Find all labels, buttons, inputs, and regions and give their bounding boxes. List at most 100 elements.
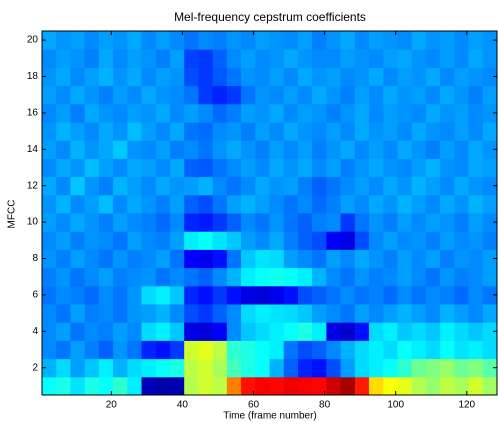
- cell: [312, 140, 327, 159]
- cell: [354, 322, 370, 341]
- cell: [212, 358, 228, 378]
- cell: [312, 194, 327, 214]
- cell: [425, 140, 441, 159]
- cell: [425, 49, 441, 68]
- cell: [354, 176, 370, 196]
- cell: [312, 285, 327, 305]
- cell: [56, 140, 71, 159]
- cell: [155, 49, 171, 68]
- cell: [354, 376, 370, 396]
- cell: [454, 140, 470, 159]
- cell: [198, 158, 214, 178]
- cell: [84, 267, 100, 287]
- cell: [241, 376, 256, 396]
- cell: [184, 85, 199, 105]
- cell: [425, 67, 441, 87]
- cell: [241, 85, 256, 105]
- cell: [297, 285, 313, 305]
- cell: [411, 249, 427, 269]
- cell: [56, 304, 71, 323]
- cell: [297, 267, 313, 287]
- cell: [468, 122, 484, 141]
- cell: [354, 140, 370, 159]
- cell: [226, 358, 242, 378]
- cell: [269, 67, 285, 87]
- cell: [98, 49, 114, 68]
- cell: [155, 31, 171, 50]
- cell: [425, 340, 441, 360]
- cell: [127, 140, 143, 159]
- cell: [84, 49, 100, 68]
- cell: [312, 213, 327, 232]
- cell: [369, 122, 384, 141]
- cell: [397, 213, 413, 232]
- cell: [283, 213, 299, 232]
- y-tick-label: 4: [32, 326, 38, 337]
- cell: [283, 231, 299, 250]
- cell: [84, 285, 100, 305]
- cell: [369, 194, 384, 214]
- cell: [141, 231, 157, 250]
- cell: [468, 31, 484, 50]
- cell: [482, 31, 498, 50]
- cell: [70, 103, 86, 123]
- cell: [141, 176, 157, 196]
- cell: [169, 213, 185, 232]
- cell: [269, 267, 285, 287]
- cell: [84, 176, 100, 196]
- cell: [84, 213, 100, 232]
- cell: [425, 285, 441, 305]
- cell: [226, 122, 242, 141]
- cell: [354, 231, 370, 250]
- cell: [155, 122, 171, 141]
- cell: [113, 194, 128, 214]
- cell: [255, 285, 270, 305]
- cell: [113, 322, 128, 341]
- cell: [269, 31, 285, 50]
- cell: [198, 340, 214, 360]
- cell: [127, 176, 143, 196]
- cell: [454, 213, 470, 232]
- cell: [155, 249, 171, 269]
- cell: [269, 231, 285, 250]
- cell: [141, 122, 157, 141]
- cell: [397, 231, 413, 250]
- cell: [354, 213, 370, 232]
- cell: [482, 49, 498, 68]
- cell: [212, 376, 228, 396]
- cell: [326, 267, 342, 287]
- cell: [354, 194, 370, 214]
- cell: [184, 194, 199, 214]
- cell: [255, 358, 270, 378]
- cell: [70, 67, 86, 87]
- cell: [297, 67, 313, 87]
- cell: [340, 176, 356, 196]
- cell: [98, 103, 114, 123]
- cell: [155, 322, 171, 341]
- cell: [255, 376, 270, 396]
- y-tick-label: 8: [32, 253, 38, 264]
- cell: [283, 122, 299, 141]
- cell: [241, 358, 256, 378]
- cell: [297, 376, 313, 396]
- cell: [369, 231, 384, 250]
- cell: [198, 103, 214, 123]
- cell: [354, 340, 370, 360]
- cell: [440, 194, 455, 214]
- cell: [241, 231, 256, 250]
- cell: [226, 158, 242, 178]
- cell: [340, 49, 356, 68]
- cell: [312, 85, 327, 105]
- cell: [340, 213, 356, 232]
- cell: [141, 249, 157, 269]
- cell: [184, 376, 199, 396]
- cell: [84, 249, 100, 269]
- cell: [482, 158, 498, 178]
- cell: [383, 31, 398, 50]
- cell: [340, 304, 356, 323]
- cell: [383, 158, 398, 178]
- cell: [169, 267, 185, 287]
- cell: [297, 231, 313, 250]
- cell: [425, 267, 441, 287]
